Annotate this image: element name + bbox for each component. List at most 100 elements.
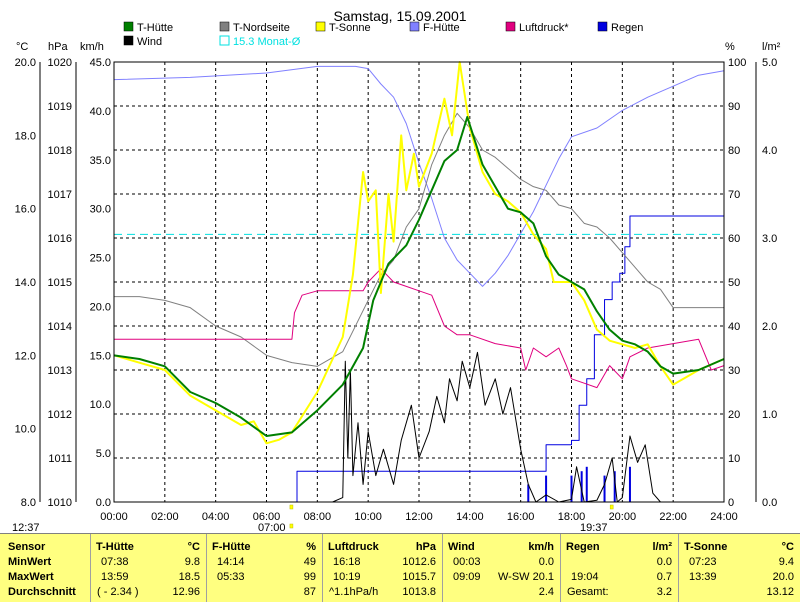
wind-legend-swatch (123, 35, 134, 46)
stats-min-time: 07:38 (101, 556, 129, 568)
rain-tick-label: 0.0 (762, 497, 777, 509)
stats-sensor-name: Regen (566, 541, 600, 553)
wind-tick-label: 5.0 (96, 448, 111, 460)
stats-max-time: 13:59 (101, 571, 129, 583)
x-tick-label: 14:00 (456, 511, 484, 523)
stats-block-wind: Wind km/h 00:03 0.0 09:09 W-SW 20.1 2.4 (442, 534, 560, 602)
stats-block-t-sonne: T-Sonne °C 07:23 9.4 13:39 20.0 13.12 (678, 534, 800, 602)
t-sonne-series-line (113, 61, 725, 445)
stats-block-f-h-tte: F-Hütte% 14:14 49 05:33 99 87 (206, 534, 322, 602)
stats-sensor-name: Wind (448, 541, 475, 553)
luftdruck-legend-label: Luftdruck* (519, 22, 569, 34)
x-tick-label: 16:00 (507, 511, 535, 523)
stats-sensor-name: T-Sonne (684, 541, 728, 553)
right-unit-humidity: % (725, 41, 735, 53)
temp-tick-label: 14.0 (15, 277, 36, 289)
luftdruck-legend-swatch (505, 21, 516, 32)
x-tick-label: 06:00 (253, 511, 281, 523)
stats-avg-value: 87 (303, 586, 316, 598)
x-tick-label: 20:00 (609, 511, 637, 523)
plot-frame (113, 61, 725, 503)
stats-avg-value: 2.4 (538, 586, 554, 598)
temp-tick-label: 20.0 (15, 57, 36, 69)
rain-tick-label: 1.0 (762, 409, 777, 421)
temp-tick-label: 12.0 (15, 350, 36, 362)
pressure-tick-label: 1012 (48, 409, 72, 421)
left-unit-pressure: hPa (48, 41, 68, 53)
stats-avg-value: 3.2 (656, 586, 672, 598)
x-tick-label: 10:00 (354, 511, 382, 523)
humidity-tick-label: 30 (728, 365, 740, 377)
regen-legend-label: Regen (611, 22, 643, 34)
temp-tick-label: 16.0 (15, 204, 36, 216)
stats-min-time: 00:03 (453, 556, 481, 568)
axis-tick-labels: 00:00 02:00 04:00 06:00 08:00 10:00 12:00 14:00… (15, 57, 778, 523)
stats-max-value: 20.0 (772, 571, 794, 583)
rain-tick-label: 3.0 (762, 233, 777, 245)
statistics-panel: Sensor MinWert MaxWert Durchschnitt T-Hü… (0, 533, 800, 602)
t-sonne-legend-label: T-Sonne (329, 22, 371, 34)
x-tick-label: 04:00 (202, 511, 230, 523)
rain-tick-label: 5.0 (762, 57, 777, 69)
stats-block-luftdruck: Luftdruck hPa 16:18 1012.6 10:19 1015.7 ^1.1hP… (322, 534, 442, 602)
wind-tick-label: 10.0 (90, 399, 111, 411)
humidity-tick-label: 60 (728, 233, 740, 245)
left-unit-temp: °C (16, 41, 28, 53)
stats-avg-value: 1013.8 (402, 586, 436, 598)
humidity-tick-label: 80 (728, 145, 740, 157)
f-h-tte-series-line (113, 65, 725, 287)
wind-series-line (114, 351, 724, 503)
stats-max-value: 1015.7 (402, 571, 436, 583)
stats-row-labels: Sensor MinWert MaxWert Durchschnitt (0, 534, 90, 602)
stats-avg-value: 12.96 (172, 586, 200, 598)
stats-min-time: 16:18 (333, 556, 361, 568)
rain-tick-label: 2.0 (762, 321, 777, 333)
humidity-tick-label: 20 (728, 409, 740, 421)
temp-tick-label: 18.0 (15, 130, 36, 142)
stats-min-value: 49 (303, 556, 316, 568)
humidity-tick-label: 10 (728, 453, 740, 465)
pressure-tick-label: 1020 (48, 57, 72, 69)
t-h-tte-legend-label: T-Hütte (137, 22, 173, 34)
stats-sensor-name: F-Hütte (212, 541, 251, 553)
stats-avg-note: ( - 2.34 ) (97, 586, 139, 598)
sun-markers: 12:37 07:00 19:37 (12, 504, 614, 533)
sun-marker (609, 504, 614, 510)
x-tick-label: 00:00 (100, 511, 128, 523)
stats-sensor-name: T-Hütte (96, 541, 134, 553)
sun-marker (289, 523, 294, 529)
stats-min-value: 9.8 (184, 556, 200, 568)
luftdruck-series-line (114, 268, 725, 389)
rain-tick-label: 4.0 (762, 145, 777, 157)
x-tick-label: 02:00 (151, 511, 179, 523)
wind-tick-label: 0.0 (96, 497, 111, 509)
stats-avg-note: ^1.1hPa/h (329, 586, 379, 598)
stats-min-time: 14:14 (217, 556, 245, 568)
stats-unit: hPa (415, 541, 436, 553)
f-h-tte-legend-swatch (409, 21, 420, 32)
stats-max-time: 05:33 (217, 571, 245, 583)
row-label-min: MinWert (8, 556, 52, 568)
t-nordseite-legend-swatch (219, 21, 230, 32)
stats-max-value: 99 (303, 571, 316, 583)
f-h-tte-legend-label: F-Hütte (423, 22, 460, 34)
15-3-monat-legend-label: 15.3 Monat-Ø (233, 36, 301, 48)
humidity-tick-label: 100 (728, 57, 746, 69)
stats-block-regen: Regen l/m² 0.0 19:04 0.7 Gesamt: 3.2 (560, 534, 678, 602)
pressure-tick-label: 1015 (48, 277, 72, 289)
wind-tick-label: 40.0 (90, 106, 111, 118)
stats-max-value: 18.5 (178, 571, 200, 583)
pressure-tick-label: 1019 (48, 101, 72, 113)
pressure-tick-label: 1011 (48, 453, 72, 465)
pressure-tick-label: 1010 (48, 497, 72, 509)
left-unit-wind: km/h (80, 41, 104, 53)
right-unit-rain: l/m² (762, 41, 781, 53)
humidity-tick-label: 90 (728, 101, 740, 113)
stats-unit: l/m² (652, 541, 672, 553)
x-tick-label: 22:00 (659, 511, 687, 523)
t-h-tte-series-line (113, 116, 725, 437)
wind-legend-label: Wind (137, 36, 162, 48)
left-corner-time: 12:37 (12, 522, 40, 533)
wind-tick-label: 20.0 (90, 301, 111, 313)
wind-tick-label: 35.0 (90, 155, 111, 167)
